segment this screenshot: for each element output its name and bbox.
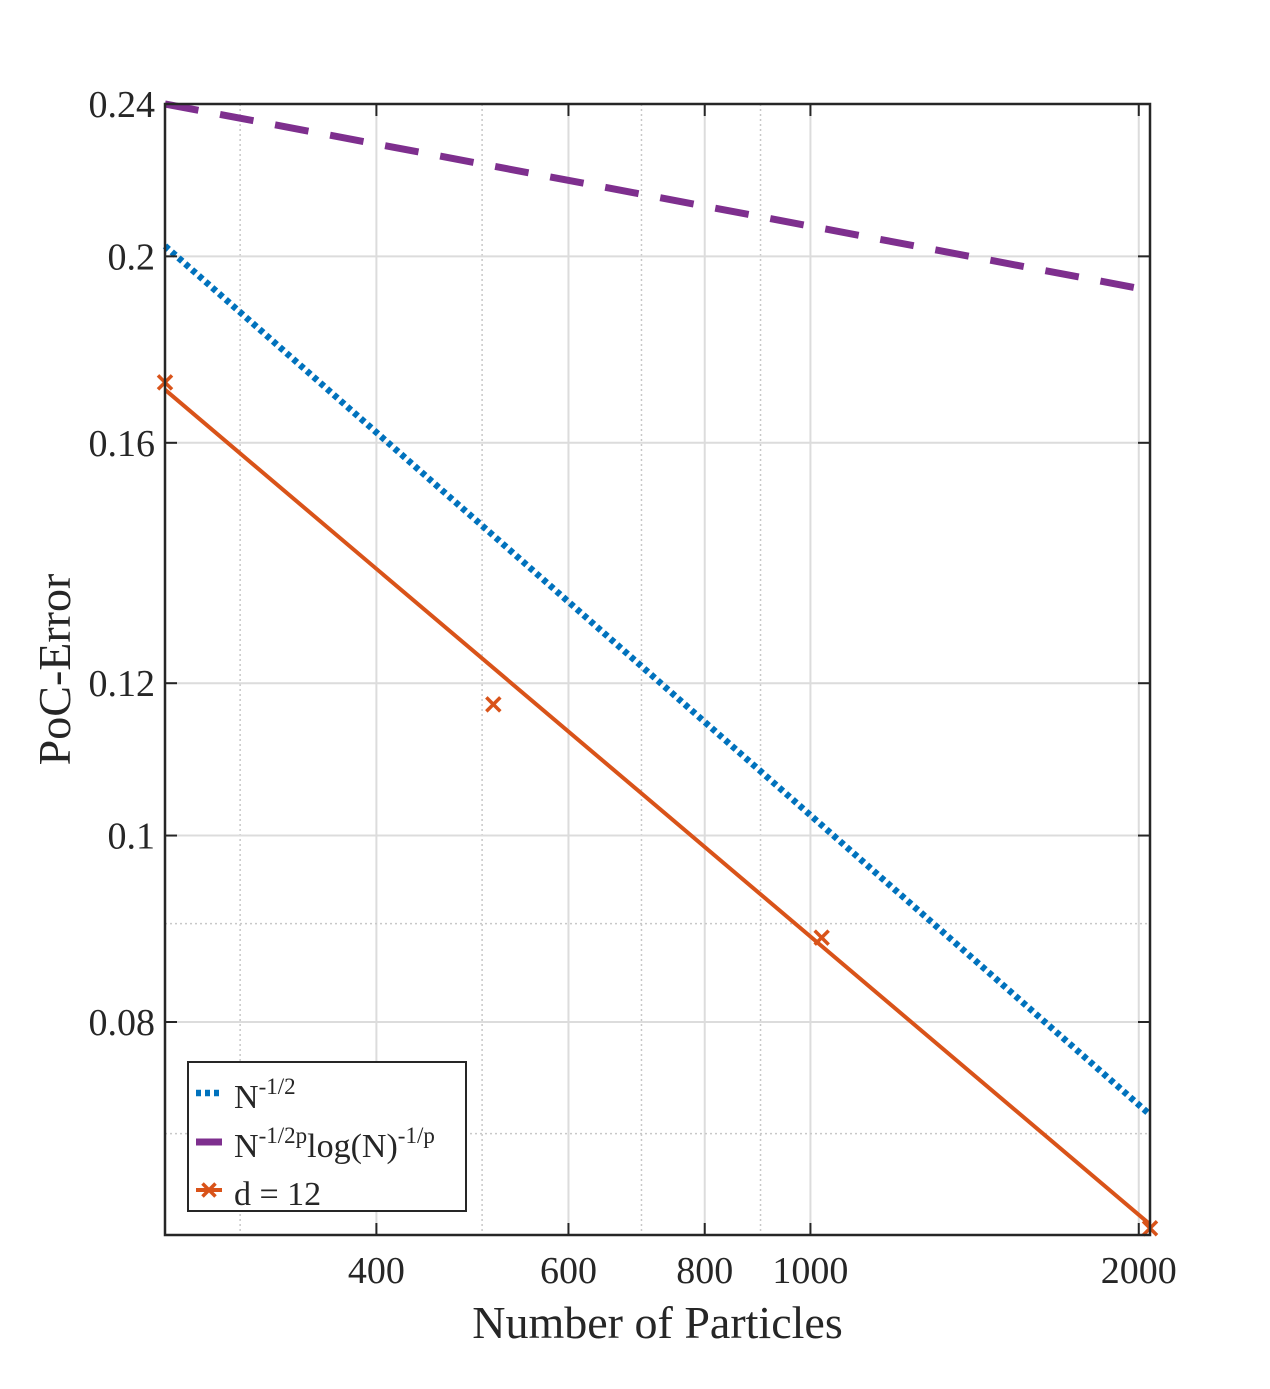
legend-entry-2: N-1/2plog(N)-1/p (234, 1123, 435, 1165)
x-axis-label: Number of Particles (472, 1297, 842, 1348)
legend-entry-superscript-2: -1/p (398, 1123, 435, 1148)
y-tick-label: 0.16 (89, 423, 156, 465)
legend-entry-base: N (234, 1128, 259, 1165)
legend-entry-1: N-1/2 (234, 1074, 296, 1116)
legend-entry-base: d = 12 (234, 1176, 321, 1213)
series-line-dashed (164, 100, 1151, 294)
tick-layer: 400 600 800 1000 2000 0.08 0.1 0.12 0.16 0.2 0.24 (89, 84, 1177, 1292)
y-tick-label: 0.12 (89, 663, 156, 705)
x-tick-label: 800 (676, 1250, 733, 1292)
legend-marker-stroke (201, 1182, 217, 1198)
legend-entry-base: N (234, 1079, 259, 1116)
grid-layer (165, 103, 1150, 1235)
x-tick-label: 2000 (1101, 1250, 1177, 1292)
legend-entry-3: d = 12 (234, 1176, 321, 1213)
x-tick-label: 1000 (772, 1250, 848, 1292)
data-point-marker (485, 696, 502, 713)
legend-entry-superscript: -1/2p (259, 1123, 308, 1148)
data-point-marker (813, 929, 830, 946)
y-tick-label: 0.1 (108, 816, 156, 858)
series-line-dotted (162, 243, 1153, 1118)
series-line-solid (163, 388, 1152, 1226)
y-tick-label: 0.08 (89, 1002, 156, 1044)
marker-stroke (485, 696, 502, 713)
y-tick-label: 0.24 (89, 84, 156, 126)
legend-entry-middle: log(N) (307, 1128, 398, 1165)
legend-box (187, 1061, 467, 1212)
x-tick-label: 400 (348, 1250, 405, 1292)
x-tick-label: 600 (540, 1250, 597, 1292)
y-tick-label: 0.2 (108, 236, 156, 278)
y-axis-label: PoC-Error (29, 574, 80, 766)
marker-stroke (813, 929, 830, 946)
axes-box (163, 102, 1152, 1237)
legend: N-1/2N-1/2plog(N)-1/pd = 12 (187, 1061, 467, 1213)
legend-entry-superscript: -1/2 (259, 1074, 296, 1099)
